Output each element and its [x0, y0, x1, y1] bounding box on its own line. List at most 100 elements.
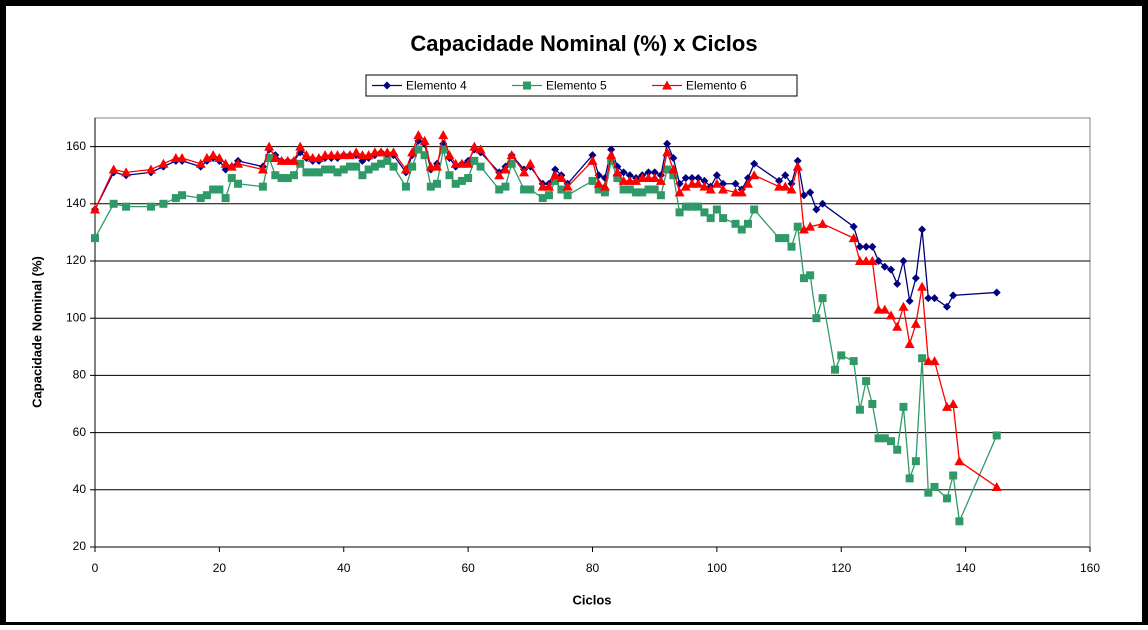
- marker: [619, 168, 628, 177]
- marker: [750, 205, 759, 214]
- marker: [401, 182, 410, 191]
- marker: [91, 234, 99, 243]
- marker: [849, 222, 858, 231]
- marker: [476, 162, 485, 171]
- marker: [538, 194, 547, 203]
- marker: [699, 181, 710, 191]
- marker: [363, 150, 374, 160]
- marker: [613, 174, 622, 183]
- marker: [444, 150, 455, 160]
- marker: [787, 242, 796, 251]
- marker: [731, 179, 740, 188]
- marker: [893, 279, 902, 288]
- marker: [942, 494, 951, 503]
- marker: [662, 147, 673, 157]
- marker: [806, 271, 815, 280]
- marker: [712, 205, 721, 214]
- marker: [918, 225, 927, 234]
- marker: [656, 191, 665, 200]
- marker: [632, 188, 641, 197]
- marker: [507, 159, 516, 168]
- marker: [221, 194, 230, 203]
- y-tick-label: 20: [73, 539, 87, 553]
- marker: [911, 274, 920, 283]
- marker: [899, 257, 908, 265]
- marker: [879, 304, 890, 314]
- marker: [693, 178, 704, 188]
- marker: [949, 291, 958, 300]
- x-tick-label: 140: [956, 561, 976, 575]
- marker: [501, 182, 510, 191]
- marker: [711, 178, 722, 188]
- marker: [588, 151, 597, 160]
- marker: [868, 242, 877, 251]
- marker: [780, 181, 791, 191]
- marker: [681, 174, 690, 183]
- marker: [712, 171, 721, 180]
- marker: [742, 178, 753, 188]
- y-tick-label: 40: [73, 482, 87, 496]
- marker: [644, 185, 653, 194]
- marker: [388, 147, 399, 157]
- y-tick-label: 60: [73, 425, 87, 439]
- marker: [855, 242, 864, 251]
- marker: [159, 199, 168, 208]
- marker: [799, 191, 808, 200]
- marker: [669, 171, 678, 180]
- marker: [949, 471, 958, 480]
- marker: [675, 208, 684, 217]
- marker: [806, 188, 815, 197]
- x-tick-label: 20: [213, 561, 227, 575]
- marker: [893, 445, 902, 454]
- marker: [364, 165, 373, 174]
- marker: [451, 179, 460, 188]
- marker: [234, 179, 243, 188]
- marker: [668, 164, 679, 174]
- marker: [887, 437, 895, 446]
- marker: [475, 144, 486, 154]
- marker: [550, 170, 561, 180]
- marker: [562, 181, 573, 191]
- marker: [910, 318, 921, 328]
- marker: [880, 434, 889, 443]
- marker: [942, 302, 951, 311]
- marker: [439, 145, 448, 154]
- marker: [992, 288, 1001, 297]
- marker: [563, 191, 572, 200]
- marker: [638, 188, 647, 197]
- marker: [700, 208, 709, 217]
- marker: [918, 354, 927, 363]
- y-tick-label: 140: [66, 196, 86, 210]
- marker: [868, 400, 877, 408]
- marker: [407, 147, 418, 157]
- marker: [818, 199, 827, 208]
- marker: [793, 222, 802, 231]
- plot-area: [94, 117, 1091, 548]
- marker: [408, 162, 417, 171]
- marker: [917, 281, 928, 291]
- legend-box: [365, 74, 798, 97]
- marker: [905, 474, 914, 483]
- marker: [619, 185, 628, 194]
- marker: [469, 141, 480, 151]
- marker: [233, 158, 244, 168]
- marker: [301, 150, 312, 160]
- marker: [145, 164, 156, 174]
- marker: [109, 199, 118, 208]
- marker: [607, 145, 616, 154]
- marker: [289, 155, 299, 165]
- marker: [377, 159, 386, 168]
- marker: [792, 161, 803, 171]
- marker: [202, 191, 211, 200]
- marker: [196, 194, 205, 203]
- marker: [215, 185, 224, 194]
- marker: [314, 168, 323, 177]
- marker: [706, 214, 715, 223]
- marker: [594, 185, 603, 194]
- marker: [631, 175, 642, 185]
- marker: [880, 262, 889, 271]
- legend-marker: [523, 81, 531, 90]
- marker: [650, 185, 659, 194]
- marker: [227, 174, 236, 183]
